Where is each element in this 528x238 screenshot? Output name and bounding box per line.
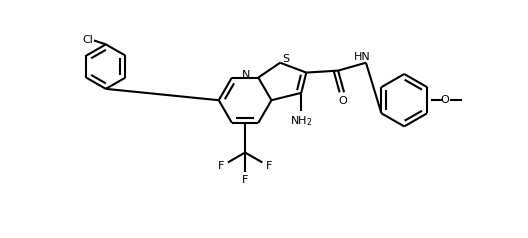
Text: F: F	[266, 161, 272, 171]
Text: HN: HN	[354, 52, 370, 62]
Text: O: O	[338, 96, 347, 106]
Text: F: F	[242, 175, 248, 185]
Text: Cl: Cl	[82, 35, 93, 45]
Text: O: O	[440, 95, 449, 105]
Text: N: N	[242, 69, 250, 79]
Text: S: S	[282, 54, 290, 64]
Text: NH$_2$: NH$_2$	[290, 114, 313, 128]
Text: F: F	[218, 161, 224, 171]
